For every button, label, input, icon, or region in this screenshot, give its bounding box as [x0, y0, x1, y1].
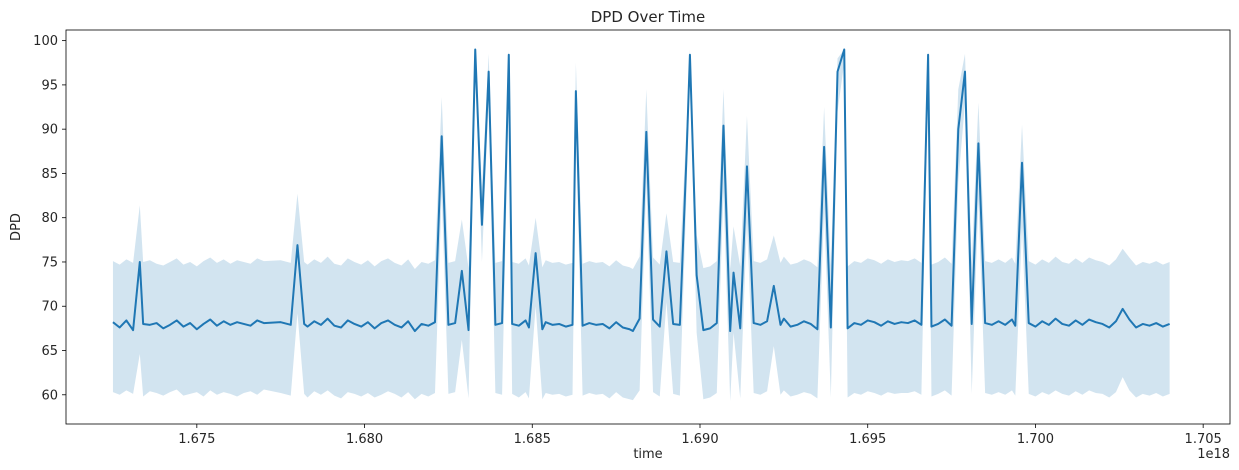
axes-frame: [65, 29, 1231, 425]
y-tick-label: 65: [41, 344, 58, 359]
x-tick-label: 1.700: [1017, 432, 1054, 447]
confidence-band: [112, 49, 1170, 401]
y-axis-label: DPD: [9, 213, 24, 241]
x-axis-label: time: [633, 447, 662, 462]
y-tick-label: 70: [41, 300, 58, 315]
y-tick-label: 100: [33, 34, 58, 49]
x-tick-label: 1.685: [514, 432, 551, 447]
dpd-series-line: [112, 48, 1170, 333]
y-tick-label: 75: [41, 255, 58, 270]
x-tick-label: 1.705: [1185, 432, 1222, 447]
y-tick-label: 60: [41, 388, 58, 403]
x-tick-label: 1.695: [849, 432, 886, 447]
x-tick-label: 1.675: [178, 432, 215, 447]
y-tick-label: 85: [41, 167, 58, 182]
y-tick-label: 90: [41, 123, 58, 138]
x-tick-label: 1.690: [681, 432, 718, 447]
plot-area: [112, 48, 1170, 401]
y-tick-label: 80: [41, 211, 58, 226]
x-tick-label: 1.680: [346, 432, 383, 447]
x-axis-offset-text: 1e18: [1197, 447, 1230, 462]
x-axis-ticks: 1.675 1.680 1.685 1.690 1.695 1.700 1.705: [178, 424, 1222, 447]
chart-title: DPD Over Time: [591, 8, 705, 26]
y-axis-ticks: 60 65 70 75 80 85 90 95 100: [33, 34, 66, 403]
y-tick-label: 95: [41, 78, 58, 93]
